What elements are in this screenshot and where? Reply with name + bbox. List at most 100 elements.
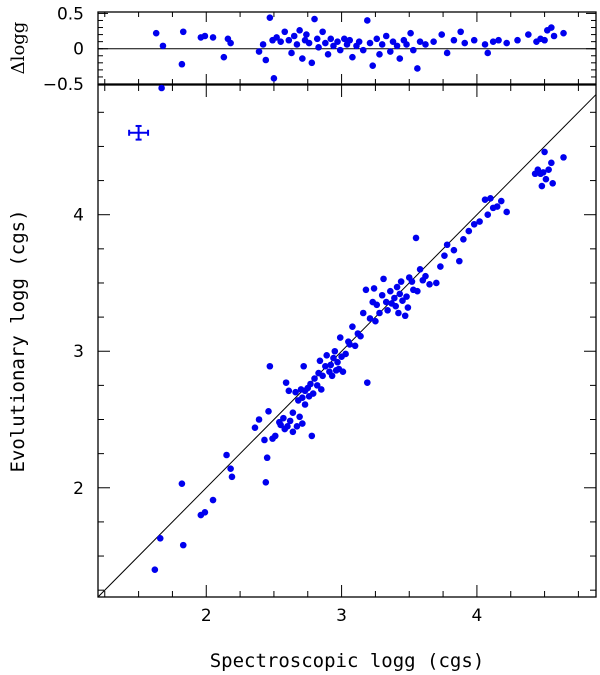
residual-point <box>416 38 424 45</box>
data-point <box>179 541 187 549</box>
data-point <box>336 334 344 341</box>
residual-point <box>259 41 267 48</box>
residual-point <box>414 65 421 72</box>
data-point <box>366 315 374 322</box>
main-panel: 2 3 4 2 3 4 Spectroscopic logg (cgs) Evolutio… <box>7 84 597 672</box>
data-point <box>541 148 548 156</box>
residual-points <box>152 14 567 82</box>
data-point <box>542 175 550 183</box>
data-point <box>396 290 404 298</box>
data-point <box>327 361 335 369</box>
residual-point <box>303 31 310 38</box>
data-point <box>363 379 371 386</box>
residual-panel: 0.5 0 −0.5 Δlogg <box>8 4 597 95</box>
residual-point <box>330 42 337 50</box>
residual-point <box>285 36 293 44</box>
data-point <box>422 272 429 280</box>
data-point <box>311 375 318 382</box>
data-point <box>151 566 159 573</box>
data-point <box>384 306 391 314</box>
residual-point <box>430 38 437 45</box>
residual-point <box>514 36 521 44</box>
data-point <box>309 390 317 397</box>
data-point <box>539 169 547 176</box>
residual-point <box>262 56 270 64</box>
data-point <box>322 362 329 370</box>
residual-point <box>359 46 367 54</box>
residual-point <box>334 38 341 45</box>
residual-point <box>209 34 217 41</box>
data-point <box>387 287 394 295</box>
residual-point <box>255 48 263 55</box>
data-point <box>403 293 410 300</box>
data-point <box>382 298 390 306</box>
residual-point <box>281 28 289 36</box>
main-ticks: 2 3 4 2 3 4 <box>73 85 596 626</box>
residual-ticks: 0.5 0 −0.5 <box>43 4 596 95</box>
residual-point <box>178 60 186 68</box>
residual-point <box>349 53 356 61</box>
data-point <box>376 309 383 317</box>
data-point <box>560 154 567 161</box>
residual-y-tick-label: 0.5 <box>57 4 84 24</box>
data-point <box>262 479 270 486</box>
residual-point <box>270 75 278 82</box>
data-point <box>545 166 552 173</box>
data-point <box>289 409 297 416</box>
data-point <box>380 275 387 283</box>
residual-point <box>369 62 377 69</box>
data-point <box>334 358 341 366</box>
x-axis-label: Spectroscopic logg (cgs) <box>210 650 485 672</box>
data-point <box>456 257 463 265</box>
residual-panel-frame <box>97 11 597 85</box>
data-point <box>328 372 336 380</box>
residual-point <box>201 32 209 40</box>
residual-point <box>311 15 318 23</box>
residual-point <box>443 49 451 57</box>
data-point <box>437 263 444 270</box>
data-point <box>476 218 483 225</box>
data-point <box>465 227 473 235</box>
data-point <box>487 195 494 202</box>
data-point <box>484 211 492 219</box>
data-point <box>450 246 458 254</box>
data-point <box>404 304 412 311</box>
residual-y-axis-label: Δlogg <box>8 22 29 75</box>
residual-point <box>387 48 394 55</box>
data-point <box>300 362 307 370</box>
data-point <box>228 473 236 481</box>
residual-point <box>319 28 326 36</box>
residual-point <box>422 41 429 48</box>
data-point <box>227 465 234 472</box>
residual-point <box>299 55 306 62</box>
residual-point <box>288 49 295 57</box>
data-point <box>323 352 331 359</box>
residual-point <box>389 38 397 45</box>
data-point <box>271 432 279 440</box>
residual-point <box>481 41 489 48</box>
data-point <box>401 312 409 320</box>
residual-point <box>315 43 322 51</box>
residual-point <box>495 36 502 44</box>
residual-point <box>179 28 187 36</box>
data-point <box>378 291 386 299</box>
y-tick-label: 2 <box>73 479 84 499</box>
data-point <box>426 281 433 288</box>
residual-point <box>541 36 548 44</box>
x-tick-label: 4 <box>471 606 482 626</box>
data-point <box>397 278 405 285</box>
residual-point <box>525 31 532 38</box>
data-point <box>549 180 556 187</box>
data-point <box>223 451 230 459</box>
data-point <box>178 480 186 487</box>
data-point <box>282 379 290 386</box>
data-point <box>266 362 274 370</box>
main-points <box>151 84 567 573</box>
residual-point <box>346 36 354 44</box>
data-point <box>201 509 209 516</box>
residual-point <box>308 59 316 67</box>
data-point <box>293 423 301 430</box>
residual-point <box>489 38 497 45</box>
data-point <box>307 380 314 388</box>
